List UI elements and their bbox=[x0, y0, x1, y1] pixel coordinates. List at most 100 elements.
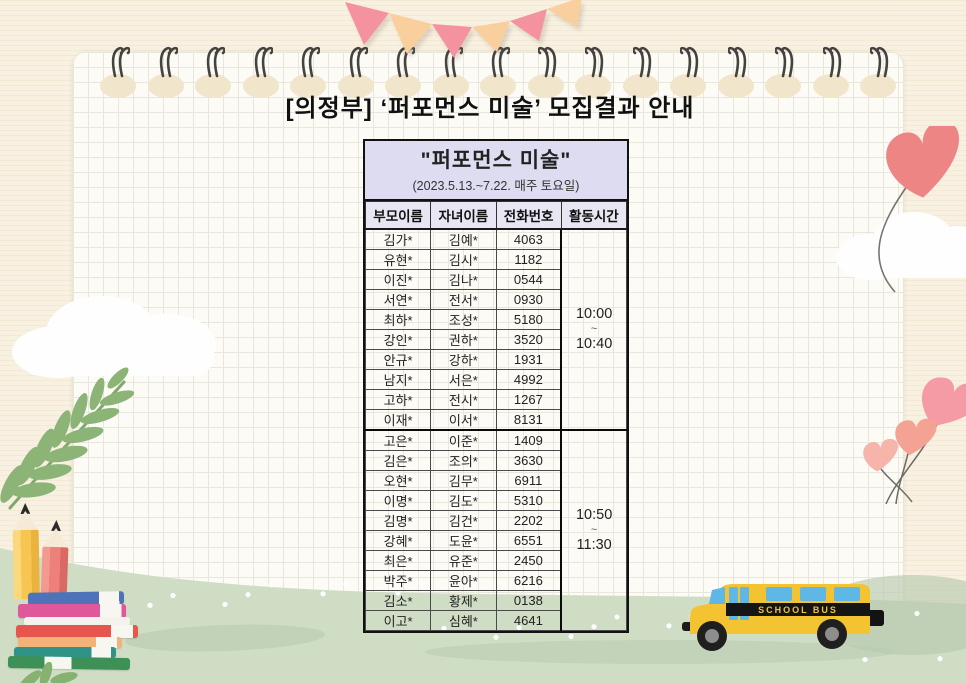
spiral-ring-icon bbox=[869, 45, 890, 78]
roster-row: 이재* 이서* 8131 bbox=[364, 409, 627, 431]
book bbox=[24, 617, 130, 626]
col-header-2: 전화번호 bbox=[495, 201, 562, 230]
phone-last4: 4641 bbox=[495, 610, 562, 631]
child-name: 윤아* bbox=[430, 570, 497, 591]
col-header-0: 부모이름 bbox=[364, 201, 432, 230]
spiral-ring-icon bbox=[631, 45, 653, 78]
punch-hole bbox=[385, 74, 421, 98]
punch-hole bbox=[860, 74, 896, 98]
punch-hole bbox=[432, 74, 469, 98]
child-name: 김예* bbox=[430, 228, 497, 250]
table-subtitle: (2023.5.13.~7.22. 매주 토요일) bbox=[412, 179, 580, 193]
child-name: 김도* bbox=[430, 490, 497, 511]
child-name: 도윤* bbox=[430, 530, 497, 551]
parent-name: 김은* bbox=[364, 450, 432, 471]
heart-balloon-icon bbox=[878, 126, 959, 293]
parent-name: 고은* bbox=[364, 429, 432, 451]
phone-last4: 2450 bbox=[495, 550, 562, 571]
spiral-ring-icon bbox=[679, 45, 700, 78]
parent-name: 김소* bbox=[364, 590, 432, 611]
spiral-ring-icon bbox=[726, 45, 748, 78]
spiral-ring-icon bbox=[300, 45, 321, 78]
punch-hole bbox=[242, 74, 279, 98]
book-stack-icon bbox=[6, 590, 140, 671]
table-title-block: "퍼포먼스 미술" (2023.5.13.~7.22. 매주 토요일) bbox=[365, 141, 627, 201]
punch-hole bbox=[480, 74, 516, 98]
roster-row: 김소* 황제* 0138 bbox=[364, 590, 627, 611]
phone-last4: 1409 bbox=[495, 429, 562, 451]
phone-last4: 4063 bbox=[495, 228, 562, 250]
activity-time: 10:50 ~11:30 bbox=[560, 429, 628, 631]
spiral-ring-icon bbox=[205, 45, 226, 78]
parent-name: 최하* bbox=[364, 309, 432, 330]
child-name: 전서* bbox=[430, 289, 497, 310]
roster-row: 이명* 김도* 5310 bbox=[364, 490, 627, 511]
phone-last4: 2202 bbox=[495, 510, 562, 531]
spiral-ring-icon bbox=[584, 45, 605, 78]
phone-last4: 6911 bbox=[495, 470, 562, 491]
bunting-flags-icon bbox=[345, 0, 582, 58]
phone-last4: 6216 bbox=[495, 570, 562, 591]
phone-last4: 0930 bbox=[495, 289, 562, 310]
pencil-body bbox=[12, 529, 40, 600]
roster-row: 박주* 윤아* 6216 bbox=[364, 570, 627, 591]
child-name: 이준* bbox=[430, 429, 497, 451]
parent-name: 강인* bbox=[364, 329, 432, 350]
phone-last4: 3630 bbox=[495, 450, 562, 471]
fern-leaf-icon bbox=[0, 367, 135, 510]
parent-name: 박주* bbox=[364, 570, 432, 591]
table-title: "퍼포먼스 미술" bbox=[420, 149, 572, 172]
roster-row: 고하* 전시* 1267 bbox=[364, 389, 627, 410]
pencil-collar bbox=[12, 511, 38, 530]
child-name: 유준* bbox=[430, 550, 497, 571]
child-name: 김시* bbox=[430, 249, 497, 270]
phone-last4: 0544 bbox=[495, 269, 562, 290]
phone-last4: 6551 bbox=[495, 530, 562, 551]
column-header-row: 부모이름 자녀이름 전화번호 활동시간 bbox=[364, 201, 628, 230]
punch-hole bbox=[100, 74, 136, 98]
roster-row: 이고* 심혜* 4641 bbox=[364, 610, 627, 631]
roster-row: 최하* 조성* 5180 bbox=[364, 309, 627, 330]
parent-name: 이고* bbox=[364, 610, 432, 631]
phone-last4: 5310 bbox=[495, 490, 562, 511]
parent-name: 유현* bbox=[364, 249, 432, 270]
child-name: 권하* bbox=[430, 329, 497, 350]
activity-time: 10:00 ~10:40 bbox=[560, 228, 628, 431]
roster-row: 서연* 전서* 0930 bbox=[364, 289, 627, 310]
pencil-collar bbox=[42, 528, 69, 548]
roster-row: 김명* 김건* 2202 bbox=[364, 510, 627, 531]
spiral-ring-icon bbox=[774, 45, 795, 78]
punch-hole bbox=[717, 74, 754, 98]
roster-row: 고은* 이준* 1409 10:50 ~11:30 bbox=[364, 429, 628, 631]
book bbox=[18, 637, 122, 648]
book bbox=[18, 604, 126, 618]
book bbox=[14, 647, 116, 658]
punch-hole bbox=[147, 74, 184, 98]
punch-hole bbox=[575, 74, 611, 98]
col-header-3: 활동시간 bbox=[560, 201, 628, 230]
parent-name: 이명* bbox=[364, 490, 432, 511]
phone-last4: 3520 bbox=[495, 329, 562, 350]
punch-hole bbox=[290, 74, 326, 98]
spiral-ring-icon bbox=[110, 45, 131, 78]
roster-row: 김가* 김예* 4063 10:00 ~10:40 bbox=[364, 228, 628, 431]
page-title: [의정부] ‘퍼포먼스 미술’ 모집결과 안내 bbox=[285, 95, 695, 122]
child-name: 황제* bbox=[430, 590, 497, 611]
parent-name: 이재* bbox=[364, 409, 432, 431]
punch-hole bbox=[195, 74, 231, 98]
book bbox=[16, 625, 138, 638]
parent-name: 이진* bbox=[364, 269, 432, 290]
child-name: 김나* bbox=[430, 269, 497, 290]
sprout-icon bbox=[18, 662, 78, 683]
phone-last4: 1182 bbox=[495, 249, 562, 270]
punch-hole bbox=[622, 74, 659, 98]
parent-name: 고하* bbox=[364, 389, 432, 410]
punch-hole bbox=[527, 74, 564, 98]
roster-row: 유현* 김시* 1182 bbox=[364, 249, 627, 270]
parent-name: 오현* bbox=[364, 470, 432, 491]
child-name: 조의* bbox=[430, 450, 497, 471]
spiral-ring-icon bbox=[253, 45, 274, 78]
school-bus-icon: SCHOOL BUS bbox=[682, 584, 884, 651]
punch-hole bbox=[765, 74, 801, 98]
